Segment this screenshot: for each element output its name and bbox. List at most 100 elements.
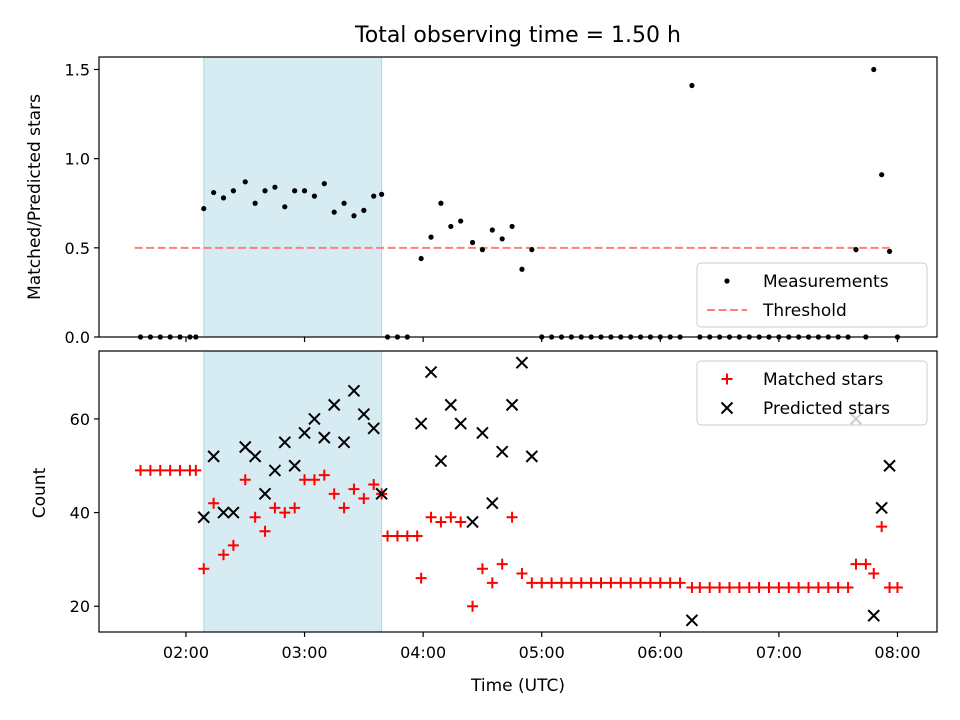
x-tick-label: 04:00 [400, 643, 446, 662]
predicted-stars-point [466, 515, 479, 529]
legend-marker-predicted [720, 401, 734, 415]
predicted-stars-point [207, 450, 220, 463]
matched-stars-point [259, 525, 271, 537]
predicted-stars-point [685, 614, 699, 627]
matched-stars-point [704, 582, 716, 594]
top-ylabel: Matched/Predicted stars [25, 94, 45, 300]
measurement-point [220, 195, 227, 201]
predicted-stars-point [227, 506, 240, 519]
predicted-stars-point [327, 398, 341, 412]
measurement-point [438, 200, 444, 206]
matched-stars-point [595, 577, 607, 589]
predicted-stars-point [525, 450, 539, 463]
measurement-point [211, 189, 217, 196]
predicted-stars-point [444, 398, 458, 412]
matched-stars-point [348, 483, 360, 495]
predicted-stars-point [505, 398, 519, 412]
matched-stars-point [585, 577, 597, 589]
measurement-point [499, 236, 505, 242]
y-tick-label: 20 [70, 597, 90, 616]
x-tick-label: 02:00 [163, 643, 209, 662]
matched-stars-point [615, 577, 627, 589]
matched-stars-point [822, 582, 834, 594]
matched-stars-point [565, 577, 577, 589]
legend: Matched stars Predicted stars [696, 360, 928, 426]
matched-stars-point [496, 558, 508, 570]
measurement-point [489, 227, 495, 233]
highlight-span [203, 57, 382, 337]
matched-stars-point [526, 577, 538, 589]
matched-stars-point [415, 572, 427, 584]
measurement-point [311, 193, 318, 199]
matched-stars-point [476, 563, 488, 575]
matched-stars-point [575, 577, 587, 589]
predicted-stars-point [288, 459, 301, 472]
predicted-stars-point [367, 422, 380, 435]
matched-stars-point [227, 539, 239, 551]
measurement-point [879, 172, 885, 178]
matched-stars-point [803, 582, 815, 594]
predicted-stars-point [424, 365, 438, 379]
matched-stars-point [467, 600, 479, 612]
matched-stars-point [174, 464, 186, 476]
matched-stars-point [154, 464, 166, 476]
matched-stars-point [546, 577, 558, 589]
y-tick-label: 60 [70, 410, 90, 429]
matched-stars-point [868, 567, 880, 579]
axes-frame [98, 56, 938, 338]
measurement-point [871, 66, 877, 73]
measurement-point [252, 200, 258, 206]
matched-stars-point [218, 549, 230, 561]
measurement-point [301, 188, 308, 194]
matched-stars-point [208, 497, 220, 509]
matched-stars-point [164, 464, 176, 476]
measurement-point [361, 207, 367, 213]
matched-stars-point [793, 582, 805, 594]
matched-stars-point [714, 582, 726, 594]
matched-stars-point [664, 577, 676, 589]
matched-stars-point [812, 582, 824, 594]
measurement-point [469, 239, 476, 246]
measurement-point [262, 188, 268, 194]
matched-stars-point [190, 464, 202, 476]
matched-stars-point [694, 582, 706, 594]
measurement-point [351, 213, 357, 219]
matched-stars-point [891, 582, 903, 594]
matched-stars-point [455, 516, 467, 528]
predicted-stars-point [258, 487, 272, 501]
measurement-point [458, 218, 464, 224]
x-tick-label: 08:00 [874, 643, 920, 662]
predicted-stars-point [337, 436, 351, 449]
measurement-point [272, 184, 278, 190]
matched-stars-point [249, 511, 261, 523]
measurement-point [853, 247, 859, 253]
matched-stars-point [832, 582, 844, 594]
predicted-stars-point [476, 426, 489, 440]
predicted-stars-point [217, 506, 230, 519]
measurement-point [886, 248, 893, 254]
measurement-point [292, 188, 298, 194]
y-tick-label: 0.5 [65, 239, 90, 258]
legend-marker-matched [721, 373, 733, 385]
matched-stars-point [144, 464, 156, 476]
axes-frame [98, 350, 938, 633]
matched-stars-point [876, 521, 888, 533]
measurement-point [529, 247, 535, 253]
y-tick-label: 1.5 [65, 60, 90, 79]
predicted-stars-point [248, 450, 262, 463]
measurement-point [428, 234, 434, 240]
predicted-stars-point [414, 417, 428, 430]
chart-title: Total observing time = 1.50 h [354, 23, 681, 48]
matched-stars-point [536, 577, 548, 589]
matched-stars-point [299, 474, 311, 486]
top-panel: Total observing time = 1.50 h Matched/Pr… [25, 23, 938, 347]
predicted-stars-point [239, 440, 252, 454]
matched-stars-point [486, 577, 498, 589]
matched-stars-point [850, 558, 862, 570]
measurement-point [509, 223, 515, 230]
predicted-stars-point [347, 384, 361, 398]
predicted-stars-point [268, 464, 282, 477]
matched-stars-point [783, 582, 795, 594]
matched-stars-point [198, 563, 210, 575]
